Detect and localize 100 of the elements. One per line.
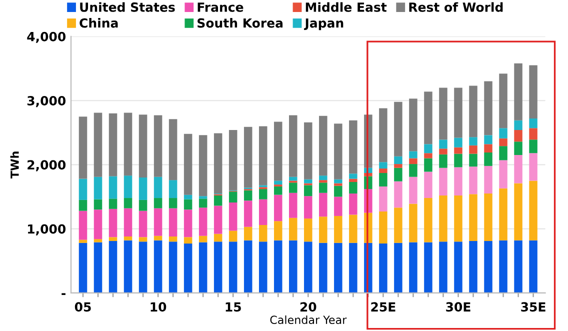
bar bbox=[319, 216, 328, 243]
bar bbox=[289, 192, 298, 218]
bar bbox=[198, 236, 208, 242]
bar bbox=[214, 206, 222, 234]
bar bbox=[304, 185, 312, 196]
bar bbox=[469, 137, 478, 146]
bar bbox=[424, 198, 432, 242]
bar bbox=[394, 102, 402, 156]
bar bbox=[214, 234, 222, 242]
bar bbox=[214, 133, 222, 194]
bar bbox=[124, 198, 132, 208]
bar bbox=[154, 198, 162, 208]
bar bbox=[454, 195, 462, 242]
bar bbox=[454, 88, 462, 138]
bar bbox=[514, 63, 522, 120]
bar bbox=[424, 242, 432, 293]
bar bbox=[349, 174, 358, 179]
bar bbox=[394, 156, 402, 164]
bar bbox=[304, 218, 312, 242]
bar bbox=[454, 242, 462, 293]
bar bbox=[499, 240, 508, 293]
bar bbox=[394, 168, 402, 182]
bar bbox=[409, 176, 418, 204]
bar bbox=[168, 208, 178, 236]
bar bbox=[108, 198, 118, 209]
bar bbox=[108, 208, 118, 238]
bar bbox=[198, 198, 208, 208]
bar bbox=[379, 211, 388, 244]
y-axis-title: TWh bbox=[10, 152, 19, 178]
bar bbox=[228, 130, 238, 190]
bar bbox=[484, 144, 492, 152]
bar bbox=[198, 135, 208, 196]
bar bbox=[198, 242, 208, 293]
bar bbox=[409, 204, 418, 242]
bar bbox=[349, 120, 358, 174]
bar bbox=[439, 88, 448, 140]
bar bbox=[499, 74, 508, 128]
y-tick-label: 2,000 bbox=[28, 160, 66, 172]
bar bbox=[319, 116, 328, 176]
bar bbox=[94, 199, 102, 210]
bar bbox=[379, 173, 388, 186]
bar bbox=[274, 240, 282, 293]
bar bbox=[334, 179, 342, 184]
bar bbox=[319, 180, 328, 183]
bar bbox=[78, 116, 88, 179]
x-tick-label: 25E bbox=[371, 302, 396, 312]
bar bbox=[244, 240, 252, 293]
bar bbox=[124, 208, 132, 236]
x-axis-title: Calendar Year bbox=[270, 315, 347, 324]
bar bbox=[349, 194, 358, 215]
bar bbox=[469, 154, 478, 167]
bar bbox=[454, 147, 462, 154]
bar bbox=[168, 119, 178, 180]
bar bbox=[274, 186, 282, 195]
bar bbox=[124, 236, 132, 240]
legend-label: Japan bbox=[304, 18, 344, 30]
bar bbox=[484, 240, 492, 293]
bar bbox=[514, 240, 522, 293]
x-tick-label: 05 bbox=[74, 302, 91, 312]
bar bbox=[499, 160, 508, 188]
bar bbox=[319, 176, 328, 180]
bar bbox=[394, 164, 402, 168]
bar bbox=[124, 176, 132, 198]
bar bbox=[469, 240, 478, 293]
bar bbox=[214, 195, 222, 206]
bar bbox=[94, 176, 102, 200]
bar bbox=[319, 192, 328, 217]
bar bbox=[514, 155, 522, 184]
bar bbox=[228, 230, 238, 242]
bar bbox=[289, 218, 298, 240]
bar bbox=[514, 130, 522, 142]
bar bbox=[334, 196, 342, 216]
bar bbox=[124, 112, 132, 176]
bar bbox=[258, 189, 268, 200]
bar bbox=[499, 138, 508, 146]
bar bbox=[228, 202, 238, 231]
bar bbox=[439, 140, 448, 149]
bar bbox=[184, 199, 192, 210]
bar bbox=[379, 186, 388, 212]
bar bbox=[228, 192, 238, 203]
bar bbox=[274, 122, 282, 181]
bar bbox=[484, 152, 492, 166]
y-tick-label: 4,000 bbox=[27, 32, 66, 43]
bar bbox=[108, 240, 118, 293]
legend-label: Middle East bbox=[306, 2, 387, 12]
bar bbox=[184, 244, 192, 293]
bar bbox=[454, 167, 462, 196]
bar bbox=[168, 180, 178, 198]
bar bbox=[78, 210, 88, 240]
bar bbox=[138, 242, 148, 293]
bar bbox=[454, 138, 462, 148]
bar bbox=[424, 153, 432, 158]
x-tick-label: 10 bbox=[150, 302, 166, 312]
bar bbox=[184, 134, 192, 195]
bar bbox=[108, 113, 118, 176]
bar bbox=[529, 118, 538, 128]
bar bbox=[409, 151, 418, 158]
bar bbox=[379, 168, 388, 174]
bar bbox=[349, 182, 358, 194]
legend-label: China bbox=[80, 18, 118, 28]
